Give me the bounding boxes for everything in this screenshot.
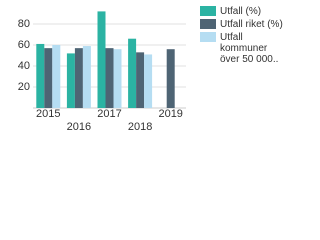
legend-swatch: [200, 19, 216, 29]
y-tick-label: 40: [18, 60, 30, 72]
legend-item: Utfall kommuner över 50 000..: [200, 32, 298, 65]
bar: [128, 38, 137, 109]
legend-swatch: [200, 6, 216, 16]
bar: [66, 53, 75, 108]
bar: [97, 11, 106, 108]
page: {"chart_data": {"type": "bar", "categori…: [17, 6, 298, 133]
legend-item: Utfall (%): [200, 6, 298, 17]
bar: [144, 54, 153, 108]
bar: [74, 48, 83, 108]
chart: 20 40 60 80 2015 2016 2017 2018 2019: [18, 11, 186, 133]
bar: [44, 48, 53, 108]
x-tick-label: 2016: [67, 121, 91, 133]
bar: [105, 48, 114, 108]
x-tick-label: 2019: [158, 108, 182, 120]
bar: [166, 49, 175, 108]
x-tick-label: 2018: [128, 121, 152, 133]
legend: Utfall (%) Utfall riket (%) Utfall kommune…: [200, 6, 298, 67]
y-tick-label: 60: [18, 39, 30, 51]
x-tick-label: 2017: [97, 108, 121, 120]
bar: [82, 46, 91, 108]
legend-item: Utfall riket (%): [200, 19, 298, 30]
y-tick-label: 20: [18, 81, 30, 93]
legend-label: Utfall (%): [220, 6, 262, 17]
bar: [52, 45, 61, 108]
bar: [136, 52, 145, 108]
legend-label: Utfall riket (%): [220, 19, 283, 30]
y-tick-label: 80: [18, 18, 30, 30]
legend-swatch: [200, 32, 216, 42]
x-tick-label: 2015: [36, 108, 60, 120]
bar: [113, 49, 122, 108]
legend-label: Utfall kommuner över 50 000..: [220, 32, 279, 65]
bar: [36, 43, 45, 109]
